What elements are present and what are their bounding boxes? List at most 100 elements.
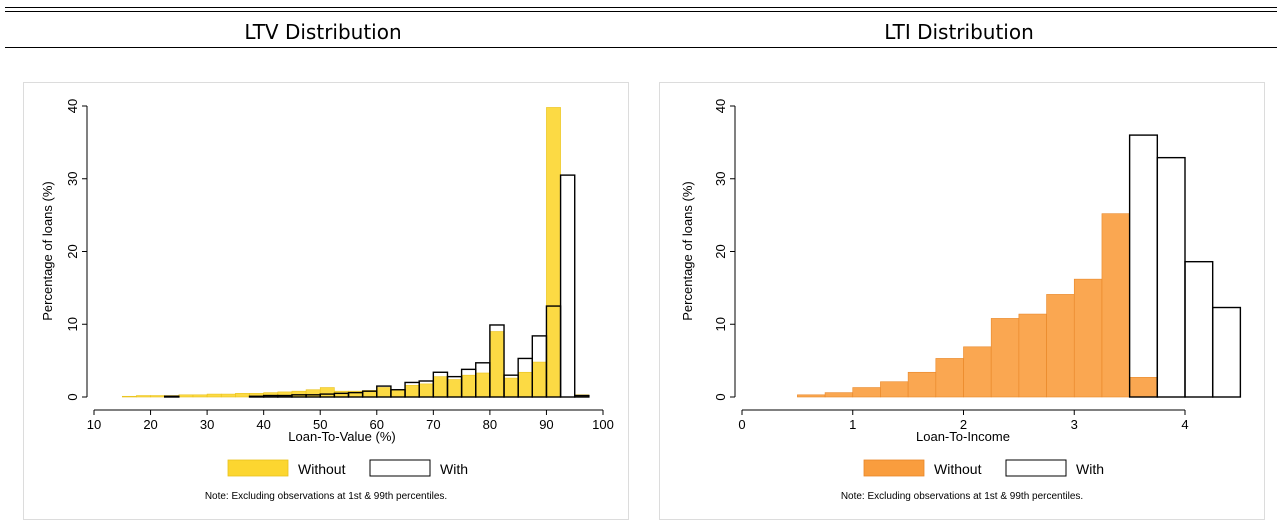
bar-with (1184, 260, 1214, 398)
bar-without (1101, 213, 1130, 398)
bar-without (1129, 377, 1158, 398)
bar-with (574, 394, 590, 398)
series-without (121, 107, 590, 398)
bar-without (220, 393, 236, 398)
x-tick-label: 60 (370, 417, 384, 432)
bar-without (503, 377, 519, 398)
bar-without (192, 394, 208, 398)
y-tick-label: 20 (65, 244, 80, 258)
x-tick-label: 20 (143, 417, 157, 432)
ltv-histogram: 0 10 20 30 40 10 20 30 40 50 60 70 80 90 100 Loan-To-Va… (40, 99, 614, 502)
y-tick-label: 20 (713, 244, 728, 258)
bar-without (404, 385, 420, 398)
header-rule (5, 47, 1277, 48)
y-axis-label: Percentage of loans (%) (680, 181, 695, 320)
y-tick-label: 40 (713, 99, 728, 113)
series-without (797, 213, 1158, 398)
x-tick-label: 80 (483, 417, 497, 432)
bar-without (1073, 278, 1103, 398)
y-tick-label: 40 (65, 99, 80, 113)
bar-without (489, 331, 505, 398)
legend-label-without: Without (298, 461, 346, 477)
legend: Without With (227, 459, 468, 477)
bar-with (1156, 156, 1186, 398)
lti-histogram: 0 10 20 30 40 0 1 2 3 4 Loan-To-Income Percentage o… (680, 99, 1242, 502)
bar-without (907, 371, 937, 398)
series-with (1128, 134, 1242, 398)
bar-with (489, 324, 505, 398)
x-axis-label: Loan-To-Value (%) (288, 429, 395, 444)
axes: 0 10 20 30 40 0 1 2 3 4 Loan-To-Income Percentage o… (680, 99, 1189, 444)
x-tick-label: 10 (87, 417, 101, 432)
bar-without (121, 395, 137, 398)
bar-with (559, 174, 576, 398)
bar-without (546, 107, 561, 398)
legend-swatch-with (1005, 459, 1067, 477)
x-tick-label: 90 (539, 417, 553, 432)
y-axis-label: Percentage of loans (%) (40, 181, 55, 320)
bar-without (319, 387, 335, 398)
bar-without (824, 392, 854, 398)
x-tick-label: 30 (200, 417, 214, 432)
bar-with (1128, 134, 1159, 398)
y-tick-label: 10 (65, 317, 80, 331)
bar-without (136, 395, 151, 398)
x-axis-label: Loan-To-Income (916, 429, 1010, 444)
bar-without (334, 390, 349, 398)
bar-without (390, 389, 406, 398)
bar-with (163, 395, 180, 398)
bar-without (532, 361, 547, 398)
bar-without (963, 346, 992, 398)
y-tick-label: 10 (713, 317, 728, 331)
bar-without (935, 358, 964, 398)
chart-note: Note: Excluding observations at 1st & 99… (205, 491, 447, 502)
bar-without (880, 381, 909, 398)
bar-with (248, 395, 265, 398)
bar-without (1018, 313, 1047, 398)
bar-without (1046, 294, 1075, 398)
x-tick-label: 0 (738, 417, 745, 432)
bar-without (235, 393, 250, 398)
x-tick-label: 40 (256, 417, 270, 432)
bar-with (1211, 306, 1242, 398)
bar-without (291, 390, 307, 398)
x-tick-label: 2 (960, 417, 967, 432)
x-tick-label: 70 (426, 417, 440, 432)
bar-without (418, 383, 434, 398)
top-rule-2 (5, 11, 1277, 12)
bar-without (150, 395, 165, 398)
legend-swatch-without (863, 459, 925, 477)
y-tick-label: 30 (713, 172, 728, 186)
x-tick-label: 100 (592, 417, 614, 432)
series-with (163, 174, 590, 398)
x-tick-label: 50 (313, 417, 327, 432)
legend-swatch-with (369, 459, 431, 477)
y-tick-label: 0 (65, 393, 80, 400)
bar-without (461, 374, 477, 398)
bar-without (447, 379, 462, 398)
legend-label-with: With (1076, 461, 1104, 477)
x-tick-label: 4 (1181, 417, 1188, 432)
y-tick-label: 0 (713, 393, 728, 400)
lti-chart-panel: 0 10 20 30 40 0 1 2 3 4 Loan-To-Income Percentage o… (659, 82, 1265, 520)
bar-without (990, 318, 1020, 398)
bar-without (797, 394, 826, 398)
bar-without (852, 387, 881, 398)
x-tick-label: 3 (1071, 417, 1078, 432)
bar-without (178, 394, 194, 398)
bar-without (475, 372, 491, 398)
bar-without (305, 389, 321, 398)
top-rule (5, 7, 1277, 8)
axes: 0 10 20 30 40 10 20 30 40 50 60 70 80 90 100 Loan-To-Va… (40, 99, 614, 444)
panel-title-ltv: LTV Distribution (244, 20, 402, 44)
legend-swatch-without (227, 459, 289, 477)
bar-without (206, 393, 222, 398)
chart-note: Note: Excluding observations at 1st & 99… (841, 491, 1083, 502)
bar-without (376, 387, 392, 398)
legend: Without With (863, 459, 1104, 477)
bar-without (433, 376, 448, 398)
legend-label-without: Without (934, 461, 982, 477)
x-tick-label: 1 (849, 417, 856, 432)
ltv-chart-panel: 0 10 20 30 40 10 20 30 40 50 60 70 80 90 100 Loan-To-Va… (23, 82, 629, 520)
y-tick-label: 30 (65, 172, 80, 186)
